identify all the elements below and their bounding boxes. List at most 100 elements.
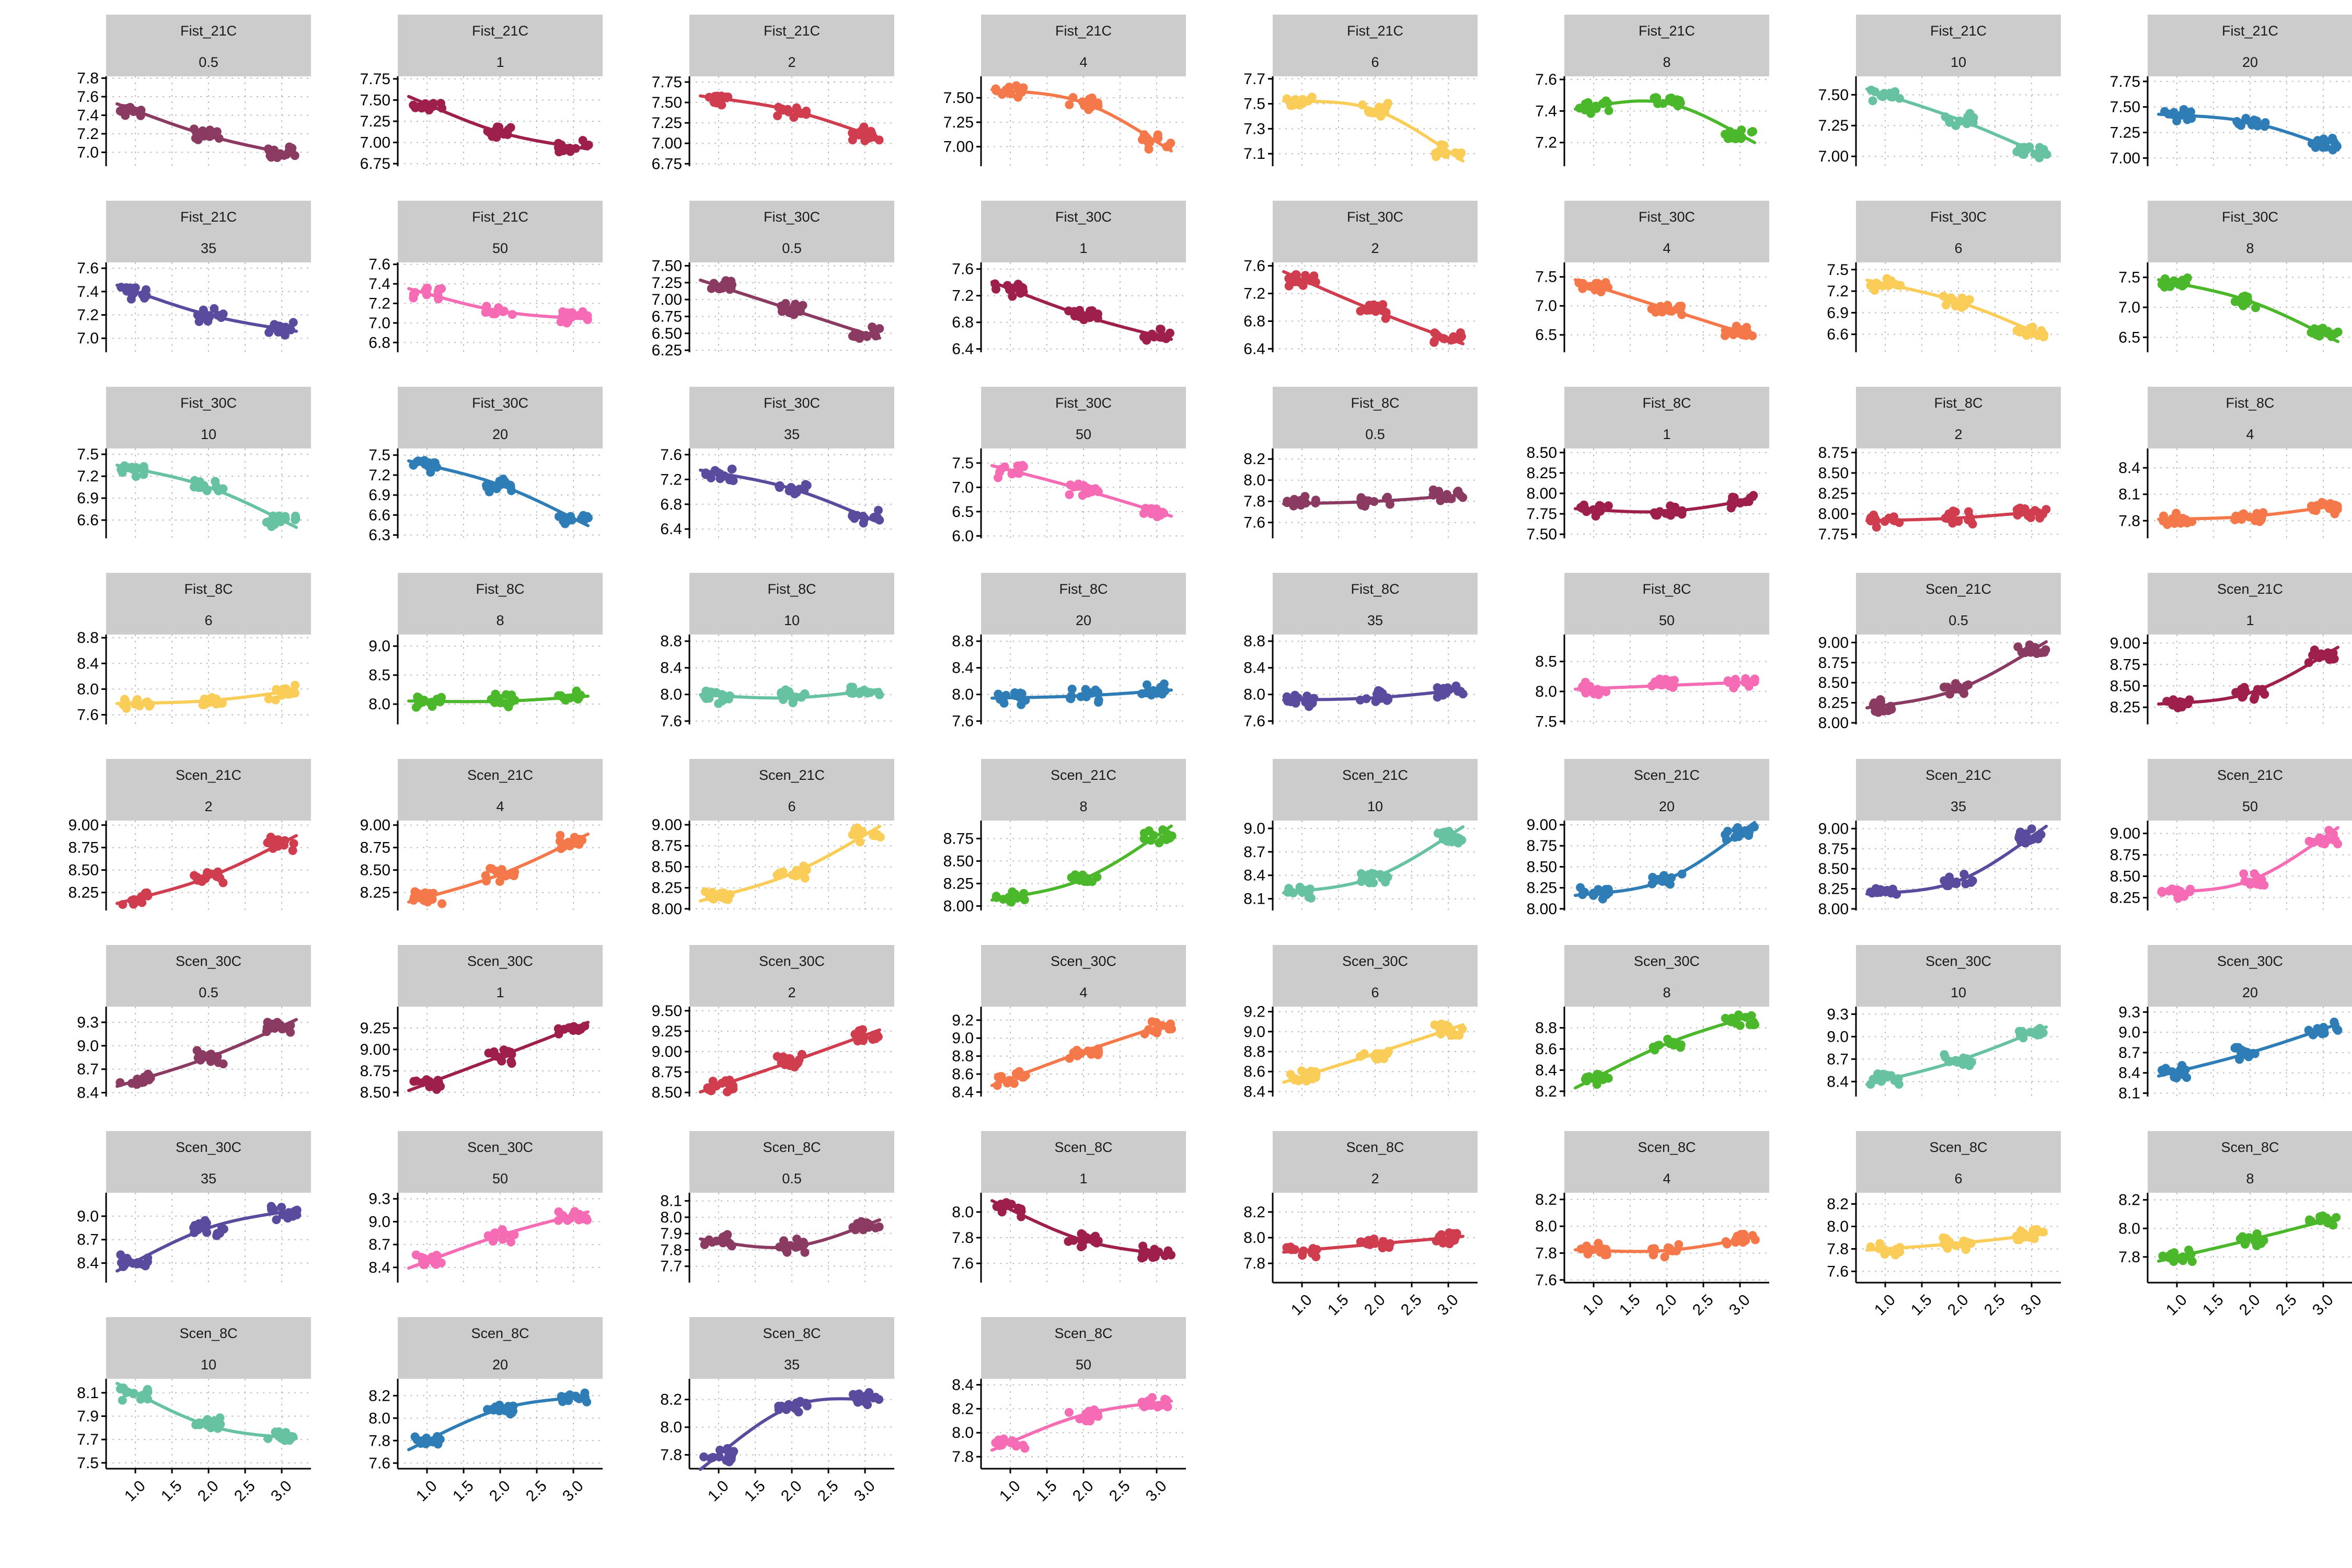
data-point — [1966, 516, 1976, 526]
y-tick-label: 9.50 — [652, 1002, 682, 1020]
data-point — [484, 1048, 493, 1058]
x-tick-label: 2.5 — [1689, 1291, 1717, 1319]
facet-strip — [981, 573, 1186, 635]
data-point — [117, 1258, 126, 1267]
facet-strip-label-value: 6 — [204, 613, 212, 628]
smooth-fit-line — [1282, 99, 1465, 163]
data-point — [1142, 336, 1151, 345]
y-tick-label: 8.0 — [952, 1204, 974, 1221]
facet-strip-label-group: Scen_21C — [467, 767, 533, 783]
facet-strip-label-value: 35 — [784, 426, 800, 442]
smooth-fit-line — [116, 283, 298, 333]
data-point — [280, 330, 290, 340]
data-point — [777, 688, 786, 697]
data-point — [2239, 869, 2249, 879]
facet-panel: Fist_30C 35 6.4 6.8 7.2 7.6 — [660, 387, 894, 538]
data-point — [578, 307, 587, 316]
data-point — [1307, 893, 1316, 903]
y-tick-label: 8.6 — [952, 1066, 974, 1083]
data-point — [1957, 293, 1967, 303]
y-tick-label: 9.00 — [68, 817, 99, 834]
data-point — [1657, 307, 1667, 317]
y-tick-label: 8.1 — [660, 1193, 682, 1210]
facet-strip-label-group: Fist_30C — [180, 395, 237, 411]
y-tick-label: 8.8 — [1535, 1019, 1557, 1036]
facet-strip — [1273, 573, 1478, 635]
smooth-fit-line — [699, 1218, 881, 1249]
data-point — [1436, 496, 1445, 505]
data-point — [1674, 1240, 1684, 1249]
facet-strip-label-group: Fist_8C — [767, 581, 816, 597]
data-point — [1723, 826, 1732, 836]
facet-panel: Fist_21C 4 7.00 7.25 7.50 — [943, 15, 1186, 166]
y-tick-label: 8.4 — [2118, 459, 2140, 477]
data-point — [492, 133, 501, 142]
y-tick-label: 9.0 — [77, 1208, 99, 1225]
facet-strip — [981, 15, 1186, 76]
data-point — [579, 511, 588, 520]
smooth-fit-line — [116, 834, 298, 905]
facet-panel: Fist_30C 0.5 6.256.506.757.007.257.50 — [652, 201, 894, 359]
panel-data — [1282, 270, 1466, 347]
smooth-fit-line — [1574, 497, 1756, 514]
facet-strip — [2148, 945, 2352, 1007]
data-point — [991, 284, 1001, 294]
data-point — [263, 1018, 272, 1027]
y-tick-label: 8.50 — [1818, 465, 1849, 482]
panel-data — [1574, 1229, 1760, 1262]
x-tick-label: 1.0 — [413, 1477, 441, 1505]
data-point — [411, 702, 421, 712]
facet-strip-label-group: Scen_30C — [759, 953, 825, 969]
y-tick-label: 8.8 — [1243, 1043, 1265, 1060]
panel-data — [990, 81, 1175, 154]
y-tick-label: 7.8 — [1827, 1241, 1849, 1258]
y-tick-label: 8.25 — [1818, 485, 1849, 502]
y-tick-label: 8.0 — [1535, 683, 1557, 700]
facet-strip — [689, 15, 894, 76]
facet-panel: Scen_21C 20 8.00 8.25 8.50 8.75 9.00 — [1527, 759, 1769, 918]
data-point — [1966, 878, 1976, 887]
facet-strip-label-value: 0.5 — [1949, 613, 1968, 628]
facet-strip-label-value: 2 — [788, 54, 795, 70]
smooth-fit-line — [699, 688, 881, 700]
y-tick-label: 8.4 — [77, 1255, 99, 1272]
y-tick-label: 7.8 — [952, 1448, 974, 1466]
facet-strip-label-value: 8 — [2246, 240, 2254, 256]
data-point — [996, 1072, 1005, 1081]
smooth-fit-line — [116, 1381, 298, 1440]
y-tick-label: 8.4 — [660, 660, 682, 677]
panel-data — [699, 276, 884, 343]
data-point — [2304, 836, 2314, 846]
data-point — [717, 100, 727, 110]
facet-strip-label-value: 4 — [496, 799, 504, 814]
facet-strip — [398, 573, 603, 635]
y-tick-label: 9.0 — [77, 1037, 99, 1055]
y-tick-label: 8.0 — [952, 1424, 974, 1442]
data-point — [2012, 147, 2022, 156]
facet-strip — [106, 573, 311, 635]
data-point — [417, 1252, 426, 1262]
data-point — [773, 111, 782, 121]
y-tick-label: 8.25 — [1818, 881, 1849, 898]
facet-strip-label-value: 2 — [788, 985, 795, 1000]
y-tick-label: 8.75 — [1818, 840, 1849, 858]
y-tick-label: 9.3 — [1827, 1006, 1849, 1023]
facet-strip-label-group: Fist_21C — [1930, 23, 1987, 39]
facet-strip-label-value: 4 — [1079, 985, 1087, 1000]
data-point — [801, 480, 810, 489]
y-tick-label: 8.6 — [1535, 1041, 1557, 1058]
facet-strip-label-value: 1 — [1079, 1171, 1087, 1186]
facet-strip-label-group: Fist_8C — [184, 581, 233, 597]
facet-strip-label-group: Scen_8C — [763, 1139, 821, 1155]
facet-strip-label-group: Fist_21C — [1055, 23, 1112, 39]
y-tick-label: 8.1 — [77, 1385, 99, 1402]
data-point — [1438, 1238, 1448, 1248]
data-point — [492, 484, 501, 493]
data-point — [1881, 1071, 1890, 1080]
y-tick-label: 9.00 — [1818, 820, 1849, 837]
x-tick-label: 2.5 — [1981, 1291, 2009, 1319]
facet-strip-label-group: Fist_21C — [1639, 23, 1695, 39]
y-tick-label: 7.6 — [1535, 71, 1557, 88]
facet-strip — [1564, 201, 1769, 262]
y-tick-label: 7.50 — [1818, 86, 1849, 103]
